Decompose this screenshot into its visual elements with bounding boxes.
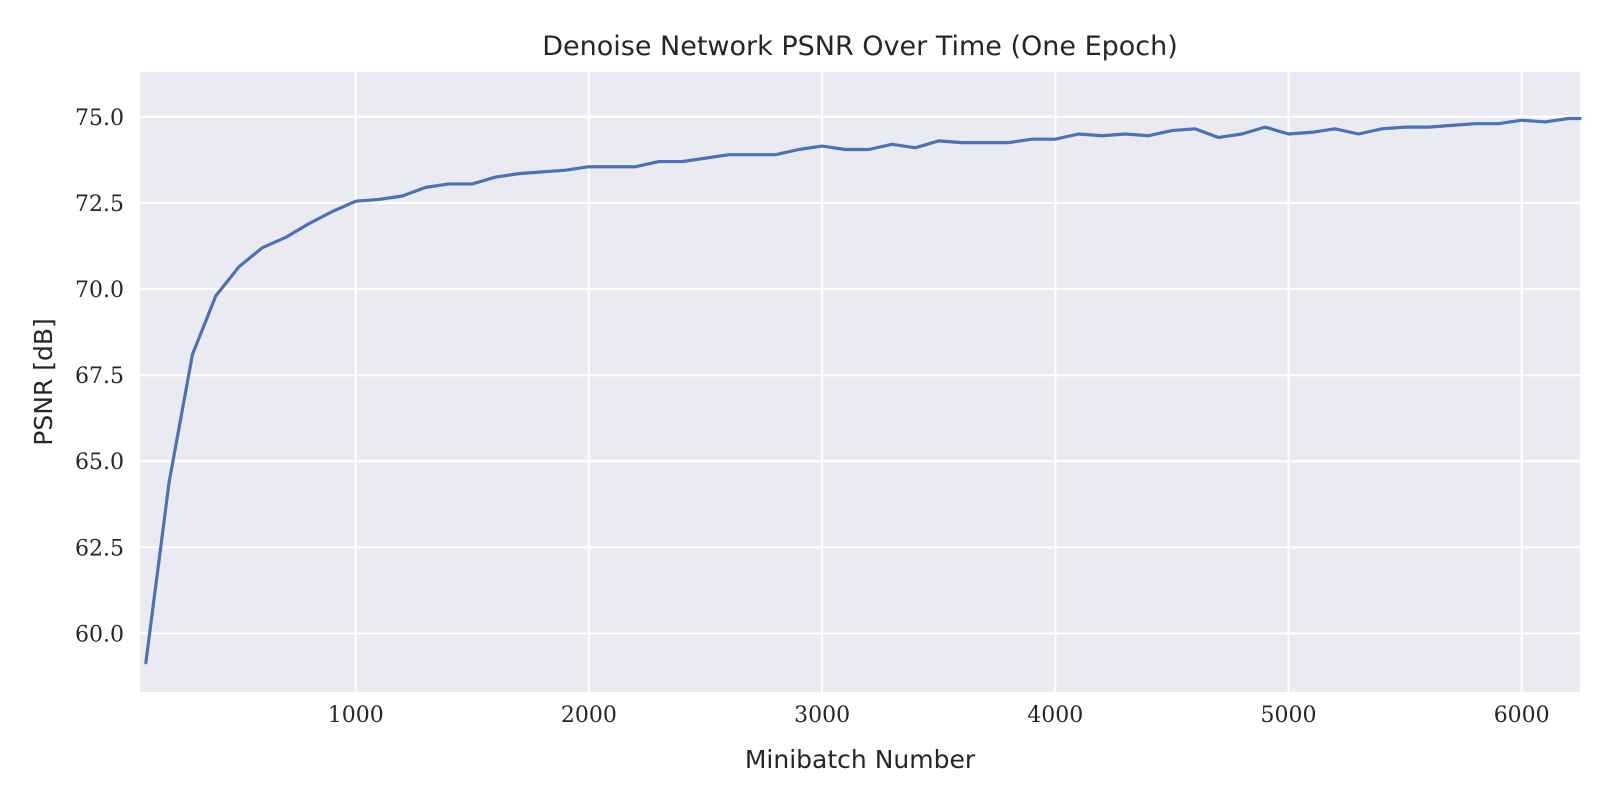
y-axis-label: PSNR [dB] [29, 318, 58, 446]
y-tick-label: 75.0 [75, 106, 124, 131]
x-tick-label: 1000 [328, 703, 384, 728]
x-tick-label: 3000 [794, 703, 850, 728]
x-tick-label: 2000 [561, 703, 617, 728]
y-tick-label: 72.5 [75, 192, 124, 217]
x-tick-label: 5000 [1261, 703, 1317, 728]
grid-lines [140, 72, 1580, 692]
y-tick-label: 70.0 [75, 278, 124, 303]
x-axis-label: Minibatch Number [745, 745, 976, 774]
chart-title: Denoise Network PSNR Over Time (One Epoc… [542, 31, 1178, 62]
series-layer [144, 116, 1582, 665]
y-tick-label: 67.5 [75, 364, 124, 389]
x-tick-label: 6000 [1494, 703, 1550, 728]
psnr-series-line [144, 116, 1582, 665]
y-tick-label: 60.0 [75, 622, 124, 647]
y-tick-label: 65.0 [75, 450, 124, 475]
x-tick-label: 4000 [1027, 703, 1083, 728]
y-tick-label: 62.5 [75, 536, 124, 561]
plot-area [140, 72, 1580, 692]
tick-labels: 1000 2000 3000 4000 5000 6000 60.0 62.5 65.0 67.5… [75, 106, 1550, 728]
